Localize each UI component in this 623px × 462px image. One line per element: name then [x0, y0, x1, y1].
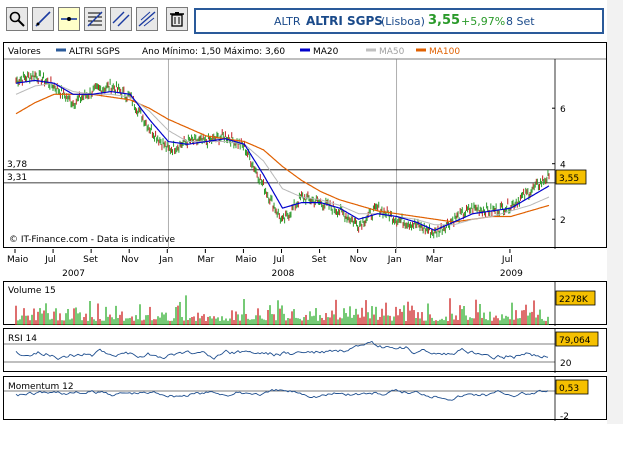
watermark: © IT-Finance.com - Data is indicative — [9, 235, 176, 245]
volume-label: Volume 15 — [8, 286, 56, 296]
toolbar: ALTR ALTRI SGPS (Lisboa) 3,55 +5,97% 8 S… — [4, 5, 606, 38]
delete-button[interactable] — [166, 7, 188, 31]
trend-channel-button[interactable] — [136, 7, 158, 31]
rsi-line — [15, 340, 549, 361]
rsi-marker-box — [555, 331, 599, 347]
price-marker: 3,55 — [555, 169, 587, 185]
volume-chart: Volume 15 2278K — [8, 282, 596, 326]
rsi-panel[interactable]: RSI 14 79,064 20 — [3, 328, 607, 373]
zoom-icon — [9, 11, 25, 27]
x-year-label: 2007 — [62, 269, 85, 279]
x-month-label: Nov — [121, 255, 139, 265]
x-month-label: Set — [312, 255, 327, 265]
price-grid — [167, 59, 398, 249]
momentum-panel[interactable]: Momentum 12 0,53 -2 — [3, 376, 607, 421]
ma100-line — [15, 93, 550, 223]
x-month-label: Maio — [7, 255, 29, 265]
ma20-line — [15, 79, 550, 231]
momentum-line — [15, 388, 549, 401]
x-month-label: Jul — [501, 255, 513, 265]
rsi-marker: 79,064 — [559, 336, 591, 346]
volume-bars — [15, 295, 549, 325]
momentum-tick: -2 — [560, 412, 569, 421]
y-tick-label-4: 4 — [560, 161, 566, 171]
momentum-label: Momentum 12 — [8, 382, 74, 392]
price-panel[interactable]: 2 4 6 3,55 Valores ALTRI SGPS Ano Mínimo: … — [3, 42, 608, 249]
legend-ma100: MA100 — [429, 47, 460, 57]
x-month-label: Maio — [235, 255, 257, 265]
quote-price: 3,55 — [428, 13, 461, 28]
rsi-tick-20: 20 — [560, 359, 572, 369]
momentum-marker-box — [555, 379, 589, 395]
x-axis: Maio Jul Set Nov Jan Mar Maio Jul Set Nov Jan Mar Ju… — [7, 249, 523, 279]
draw-line-icon — [35, 11, 51, 27]
rsi-label: RSI 14 — [8, 334, 37, 344]
scrollbar[interactable] — [607, 0, 623, 424]
y-tick-label-6: 6 — [560, 105, 566, 115]
momentum-chart: Momentum 12 0,53 -2 — [4, 377, 589, 421]
x-month-label: Set — [83, 255, 98, 265]
quote-market: (Lisboa) — [381, 15, 425, 28]
legend-values: Valores — [8, 47, 41, 57]
quote-date: 8 Set — [506, 15, 535, 28]
price-bars — [15, 70, 550, 239]
level-label-1: 3,78 — [7, 160, 27, 170]
parallel-lines-icon — [112, 11, 130, 27]
fibonacci-icon — [87, 11, 103, 27]
trash-icon — [170, 12, 184, 27]
volume-marker: 2278K — [559, 295, 589, 305]
horizontal-line-button[interactable] — [58, 7, 80, 31]
fibonacci-button[interactable] — [84, 7, 106, 31]
price-series — [15, 70, 550, 239]
x-axis-months: Maio Jul Set Nov Jan Mar Maio Jul Set Nov Jan Mar Ju… — [7, 249, 513, 265]
legend-series: ALTRI SGPS — [69, 47, 120, 57]
quote-name: ALTRI SGPS — [306, 14, 383, 28]
draw-line-button[interactable] — [32, 7, 54, 31]
parallel-lines-button[interactable] — [110, 7, 132, 31]
legend-range: Ano Mínimo: 1,50 Máximo: 3,60 — [142, 47, 285, 57]
x-month-label: Jan — [387, 255, 402, 265]
level-lines — [4, 169, 555, 184]
price-marker-label: 3,55 — [559, 174, 579, 184]
chart-frame: ALTR ALTRI SGPS (Lisboa) 3,55 +5,97% 8 S… — [3, 5, 608, 421]
price-chart: 2 4 6 3,55 Valores ALTRI SGPS Ano Mínimo: … — [4, 47, 608, 249]
y-tick-label-2: 2 — [560, 216, 566, 226]
x-month-label: Mar — [197, 255, 214, 265]
x-year-label: 2008 — [272, 269, 295, 279]
x-month-label: Mar — [426, 255, 443, 265]
x-month-label: Jul — [44, 255, 56, 265]
rsi-chart: RSI 14 79,064 20 — [4, 329, 599, 373]
quote-change: +5,97% — [461, 15, 506, 28]
legend-ma20: MA20 — [313, 47, 339, 57]
zoom-button[interactable] — [6, 7, 28, 31]
volume-panel[interactable]: Volume 15 2278K — [3, 281, 607, 326]
y-axis-ticks: 2 4 6 — [552, 105, 566, 226]
x-axis-years: 2007 2008 2009 — [62, 269, 523, 279]
quote-box: ALTR ALTRI SGPS (Lisboa) 3,55 +5,97% 8 S… — [194, 8, 604, 34]
x-month-label: Nov — [350, 255, 368, 265]
ma50-line — [15, 82, 550, 226]
level-label-2: 3,31 — [7, 173, 27, 183]
legend-ma50: MA50 — [379, 47, 405, 57]
volume-marker-box — [555, 290, 596, 306]
horizontal-line-icon — [61, 17, 77, 21]
trend-channel-icon — [138, 11, 156, 27]
x-month-label: Jan — [158, 255, 173, 265]
quote-ticker: ALTR — [274, 15, 301, 28]
x-year-label: 2009 — [500, 269, 523, 279]
momentum-marker: 0,53 — [559, 384, 579, 394]
x-month-label: Jul — [273, 255, 285, 265]
